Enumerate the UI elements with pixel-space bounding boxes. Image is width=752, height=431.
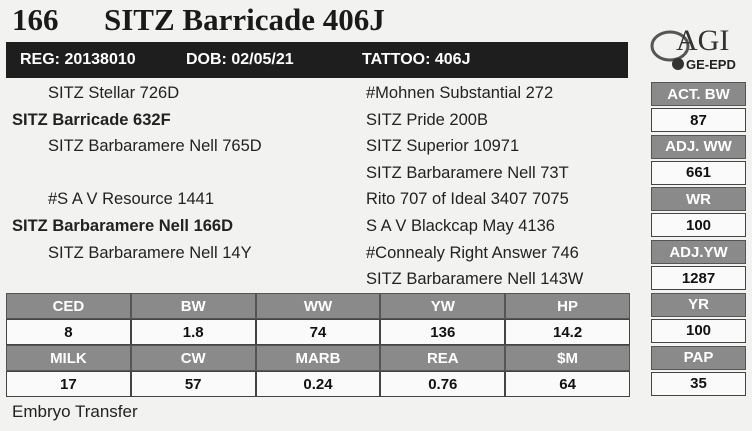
stat-label: YR — [651, 292, 746, 317]
logo-tag: GE-EPD — [686, 57, 736, 72]
epd-label: $M — [505, 345, 630, 371]
epd-label: REA — [380, 345, 506, 371]
epd-value: 14.2 — [505, 319, 630, 345]
pedigree-right: SITZ Pride 200B — [366, 110, 488, 129]
pedigree-left: SITZ Stellar 726D — [48, 84, 180, 102]
reg: REG: 20138010 — [20, 51, 136, 68]
pedigree-right: S A V Blackcap May 4136 — [366, 217, 555, 235]
stat-value: 87 — [651, 108, 746, 132]
epd-value: 0.76 — [380, 371, 506, 397]
epd-value: 57 — [130, 371, 256, 397]
epd-value: 17 — [6, 371, 131, 397]
epd-value: 64 — [505, 371, 630, 397]
footer-note: Embryo Transfer — [12, 402, 138, 421]
stat-label: ADJ.YW — [651, 240, 746, 265]
epd-value: 0.24 — [255, 371, 381, 397]
pedigree-right: #Connealy Right Answer 746 — [366, 243, 579, 262]
logo: AGI GE-EPD — [650, 24, 736, 72]
epd-label: HP — [505, 293, 630, 319]
epd-label: MILK — [6, 345, 131, 371]
pedigree-right: SITZ Barbaramere Nell 73T — [366, 163, 569, 182]
epd-value: 8 — [6, 319, 131, 345]
tattoo: TATTOO: 406J — [362, 51, 471, 68]
stat-value: 100 — [651, 213, 746, 238]
pedigree-right: SITZ Superior 10971 — [366, 137, 520, 156]
logo-dot — [672, 58, 684, 70]
pedigree-left: SITZ Barbaramere Nell 14Y — [48, 243, 252, 262]
info-bar — [6, 42, 628, 78]
epd-label: YW — [380, 293, 506, 319]
epd-label: CW — [130, 345, 256, 371]
stat-value: 661 — [651, 160, 746, 185]
stat-label: ADJ. WW — [651, 134, 746, 159]
stat-label: ACT. BW — [651, 82, 746, 106]
animal-name: SITZ Barricade 406J — [104, 2, 385, 37]
epd-label: WW — [255, 293, 381, 319]
lot-number: 166 — [12, 2, 59, 37]
pedigree-right: Rito 707 of Ideal 3407 7075 — [366, 190, 569, 209]
stat-value: 100 — [651, 318, 746, 343]
epd-label: MARB — [255, 345, 381, 371]
stat-label: PAP — [651, 345, 746, 370]
epd-value: 74 — [255, 319, 381, 345]
epd-value: 1.8 — [130, 319, 256, 345]
logo-brand: AGI — [676, 24, 729, 57]
pedigree-right: #Mohnen Substantial 272 — [366, 84, 554, 102]
stat-value: 1287 — [651, 266, 746, 291]
pedigree-left: SITZ Barbaramere Nell 765D — [48, 137, 262, 156]
epd-value: 136 — [380, 319, 506, 345]
stat-value: 35 — [651, 371, 746, 396]
pedigree-left: #S A V Resource 1441 — [48, 190, 215, 209]
pedigree-right: SITZ Barbaramere Nell 143W — [366, 270, 584, 289]
stat-label: WR — [651, 187, 746, 212]
logo-swoosh — [650, 30, 690, 62]
pedigree-left: SITZ Barbaramere Nell 166D — [12, 217, 234, 235]
dob: DOB: 02/05/21 — [186, 51, 294, 68]
epd-label: BW — [130, 293, 256, 319]
pedigree-left: SITZ Barricade 632F — [12, 110, 171, 129]
epd-label: CED — [6, 293, 131, 319]
